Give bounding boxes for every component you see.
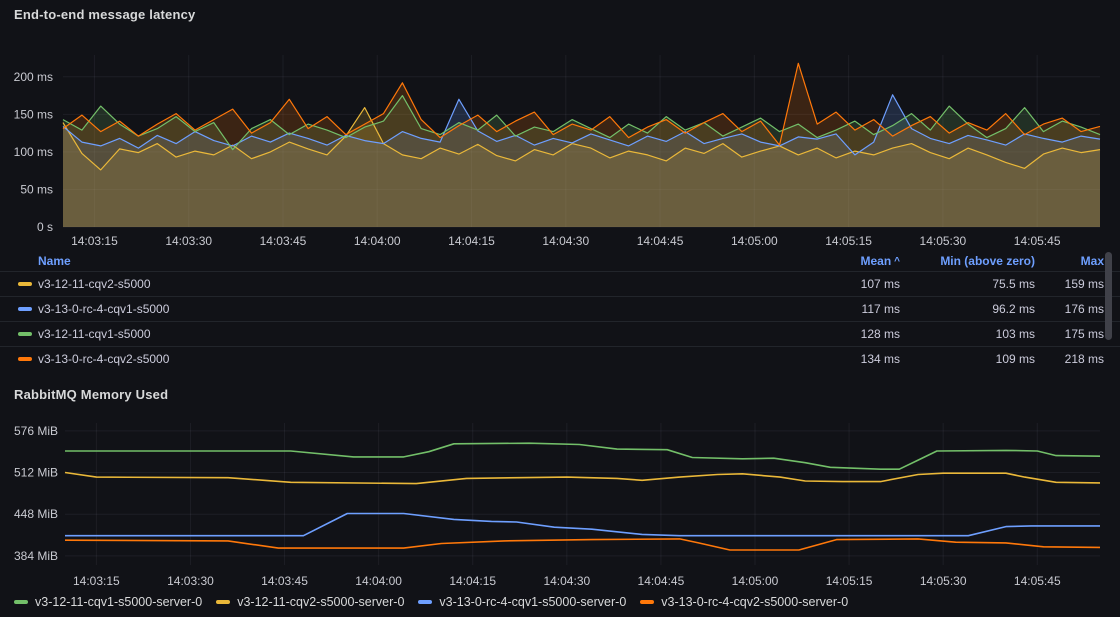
legend-col-min[interactable]: Min (above zero) [940, 253, 1035, 268]
x-tick-label: 14:05:00 [731, 234, 778, 248]
x-tick-label: 14:03:15 [71, 234, 118, 248]
x-tick-label: 14:04:15 [449, 574, 496, 588]
x-tick-label: 14:04:00 [354, 234, 401, 248]
series-line [62, 94, 1101, 156]
legend-rows: v3-12-11-cqv2-s5000 107 ms 75.5 ms 159 m… [0, 271, 1120, 371]
legend-table-row[interactable]: v3-12-11-cqv1-s5000 128 ms 103 ms 175 ms [0, 321, 1120, 346]
y-tick-label: 512 MiB [14, 466, 58, 480]
memory-legend: v3-12-11-cqv1-s5000-server-0 v3-12-11-cq… [14, 595, 848, 609]
series-name-label: v3-13-0-rc-4-cqv2-s5000 [38, 352, 170, 366]
series-line [65, 512, 1100, 537]
series-line [62, 94, 1101, 151]
series-min-value: 75.5 ms [992, 277, 1035, 291]
x-tick-label: 14:03:45 [260, 234, 307, 248]
series-min-value: 103 ms [995, 327, 1035, 341]
series-max-value: 159 ms [1064, 277, 1104, 291]
y-tick-label: 50 ms [20, 182, 53, 196]
series-min-value: 96.2 ms [992, 302, 1035, 316]
series-line [64, 538, 1101, 551]
series-name-cell: v3-12-11-cqv2-s5000 [18, 277, 790, 291]
series-name-label: v3-12-11-cqv1-s5000-server-0 [35, 595, 203, 609]
legend-col-name[interactable]: Name [38, 253, 71, 268]
series-line [64, 471, 1101, 485]
y-tick-label: 384 MiB [14, 549, 58, 563]
legend-item[interactable]: v3-13-0-rc-4-cqv1-s5000-server-0 [418, 595, 626, 609]
series-max-value: 176 ms [1064, 302, 1104, 316]
memory-chart[interactable]: 384 MiB 448 MiB 512 MiB 576 MiB 14:03:15 14:0… [14, 423, 1101, 588]
latency-legend-table: Name Mean ^ Min (above zero) Max v3-12-11… [0, 250, 1120, 371]
series-line [62, 62, 1101, 146]
legend-item[interactable]: v3-13-0-rc-4-cqv2-s5000-server-0 [640, 595, 848, 609]
latency-chart[interactable]: 0 s 50 ms 100 ms 150 ms 200 ms 14:03:15 14:03:… [14, 55, 1101, 248]
series-name-cell: v3-12-11-cqv1-s5000 [18, 327, 790, 341]
y-tick-label: 0 s [37, 220, 53, 234]
series-color-swatch [14, 600, 28, 604]
series-mean-value: 128 ms [860, 327, 900, 341]
series-name-cell: v3-13-0-rc-4-cqv1-s5000 [18, 302, 790, 316]
y-tick-label: 100 ms [14, 145, 53, 159]
series-color-swatch [640, 600, 655, 604]
series-name-label: v3-13-0-rc-4-cqv1-s5000 [38, 302, 170, 316]
legend-table-row[interactable]: v3-13-0-rc-4-cqv1-s5000 117 ms 96.2 ms 1… [0, 296, 1120, 321]
series-color-swatch [18, 332, 32, 336]
series-mean-value: 117 ms [861, 302, 900, 316]
series-max-value: 175 ms [1064, 327, 1104, 341]
series-color-swatch [18, 357, 32, 361]
legend-header-row: Name Mean ^ Min (above zero) Max [0, 250, 1120, 271]
x-tick-label: 14:05:45 [1014, 234, 1061, 248]
x-tick-label: 14:04:45 [637, 234, 684, 248]
legend-col-mean[interactable]: Mean ^ [790, 254, 900, 268]
legend-table-row[interactable]: v3-13-0-rc-4-cqv2-s5000 134 ms 109 ms 21… [0, 346, 1120, 371]
legend-item[interactable]: v3-12-11-cqv2-s5000-server-0 [216, 595, 404, 609]
legend-item[interactable]: v3-12-11-cqv1-s5000-server-0 [14, 595, 202, 609]
x-tick-label: 14:04:45 [638, 574, 685, 588]
series-min-value: 109 ms [995, 352, 1035, 366]
x-tick-label: 14:05:30 [920, 574, 967, 588]
x-tick-label: 14:05:30 [920, 234, 967, 248]
series-name-label: v3-13-0-rc-4-cqv2-s5000-server-0 [661, 595, 849, 609]
x-tick-label: 14:03:30 [167, 574, 214, 588]
x-tick-label: 14:03:30 [165, 234, 212, 248]
x-tick-label: 14:05:45 [1014, 574, 1061, 588]
y-tick-label: 576 MiB [14, 424, 58, 438]
series-color-swatch [216, 600, 231, 604]
y-tick-label: 448 MiB [14, 507, 58, 521]
x-tick-label: 14:05:15 [825, 234, 872, 248]
legend-table-row[interactable]: v3-12-11-cqv2-s5000 107 ms 75.5 ms 159 m… [0, 271, 1120, 296]
x-tick-label: 14:04:30 [542, 234, 589, 248]
x-tick-label: 14:04:00 [355, 574, 402, 588]
series-area-fill [63, 95, 1100, 227]
legend-col-max[interactable]: Max [1080, 253, 1104, 268]
series-name-label: v3-12-11-cqv1-s5000 [38, 327, 151, 341]
x-tick-label: 14:05:15 [826, 574, 873, 588]
x-tick-label: 14:05:00 [732, 574, 779, 588]
series-mean-value: 134 ms [860, 352, 900, 366]
series-line [62, 106, 1101, 171]
y-tick-label: 150 ms [14, 107, 53, 121]
legend-col-mean-label: Mean [860, 253, 892, 268]
latency-panel-title: End-to-end message latency [14, 7, 196, 22]
y-tick-label: 200 ms [14, 70, 53, 84]
series-color-swatch [418, 600, 433, 604]
legend-scrollbar[interactable] [1105, 252, 1112, 340]
series-name-label: v3-13-0-rc-4-cqv1-s5000-server-0 [439, 595, 627, 609]
series-line [65, 442, 1101, 471]
memory-panel-title: RabbitMQ Memory Used [14, 387, 169, 402]
x-tick-label: 14:03:45 [261, 574, 308, 588]
x-tick-label: 14:04:15 [448, 234, 495, 248]
series-mean-value: 107 ms [860, 277, 900, 291]
series-name-label: v3-12-11-cqv2-s5000-server-0 [237, 595, 405, 609]
x-tick-label: 14:03:15 [73, 574, 120, 588]
series-area-fill [63, 63, 1100, 227]
series-color-swatch [18, 307, 32, 311]
x-tick-label: 14:04:30 [543, 574, 590, 588]
series-area-fill [63, 107, 1100, 227]
series-color-swatch [18, 282, 32, 286]
series-area-fill [63, 94, 1100, 227]
series-name-label: v3-12-11-cqv2-s5000 [38, 277, 151, 291]
sort-ascending-icon: ^ [894, 255, 900, 267]
series-max-value: 218 ms [1064, 352, 1104, 366]
series-name-cell: v3-13-0-rc-4-cqv2-s5000 [18, 352, 790, 366]
